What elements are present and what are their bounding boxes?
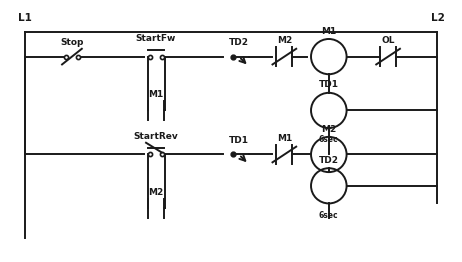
- Text: M2: M2: [321, 124, 336, 134]
- Text: L2: L2: [431, 13, 444, 23]
- Text: M1: M1: [321, 27, 336, 36]
- Text: M2: M2: [277, 36, 292, 45]
- Text: StartRev: StartRev: [134, 132, 178, 141]
- Text: TD2: TD2: [229, 39, 249, 47]
- Text: L1: L1: [18, 13, 31, 23]
- Text: M2: M2: [148, 188, 164, 197]
- Text: TD1: TD1: [319, 80, 339, 90]
- Text: M1: M1: [277, 134, 292, 143]
- Text: 6sec: 6sec: [319, 211, 339, 220]
- Text: OL: OL: [381, 36, 395, 45]
- Text: M1: M1: [148, 90, 164, 99]
- Text: TD1: TD1: [229, 136, 249, 145]
- Text: Stop: Stop: [60, 39, 84, 47]
- Text: StartFw: StartFw: [136, 35, 176, 43]
- Text: 6sec: 6sec: [319, 135, 339, 144]
- Text: TD2: TD2: [319, 156, 339, 165]
